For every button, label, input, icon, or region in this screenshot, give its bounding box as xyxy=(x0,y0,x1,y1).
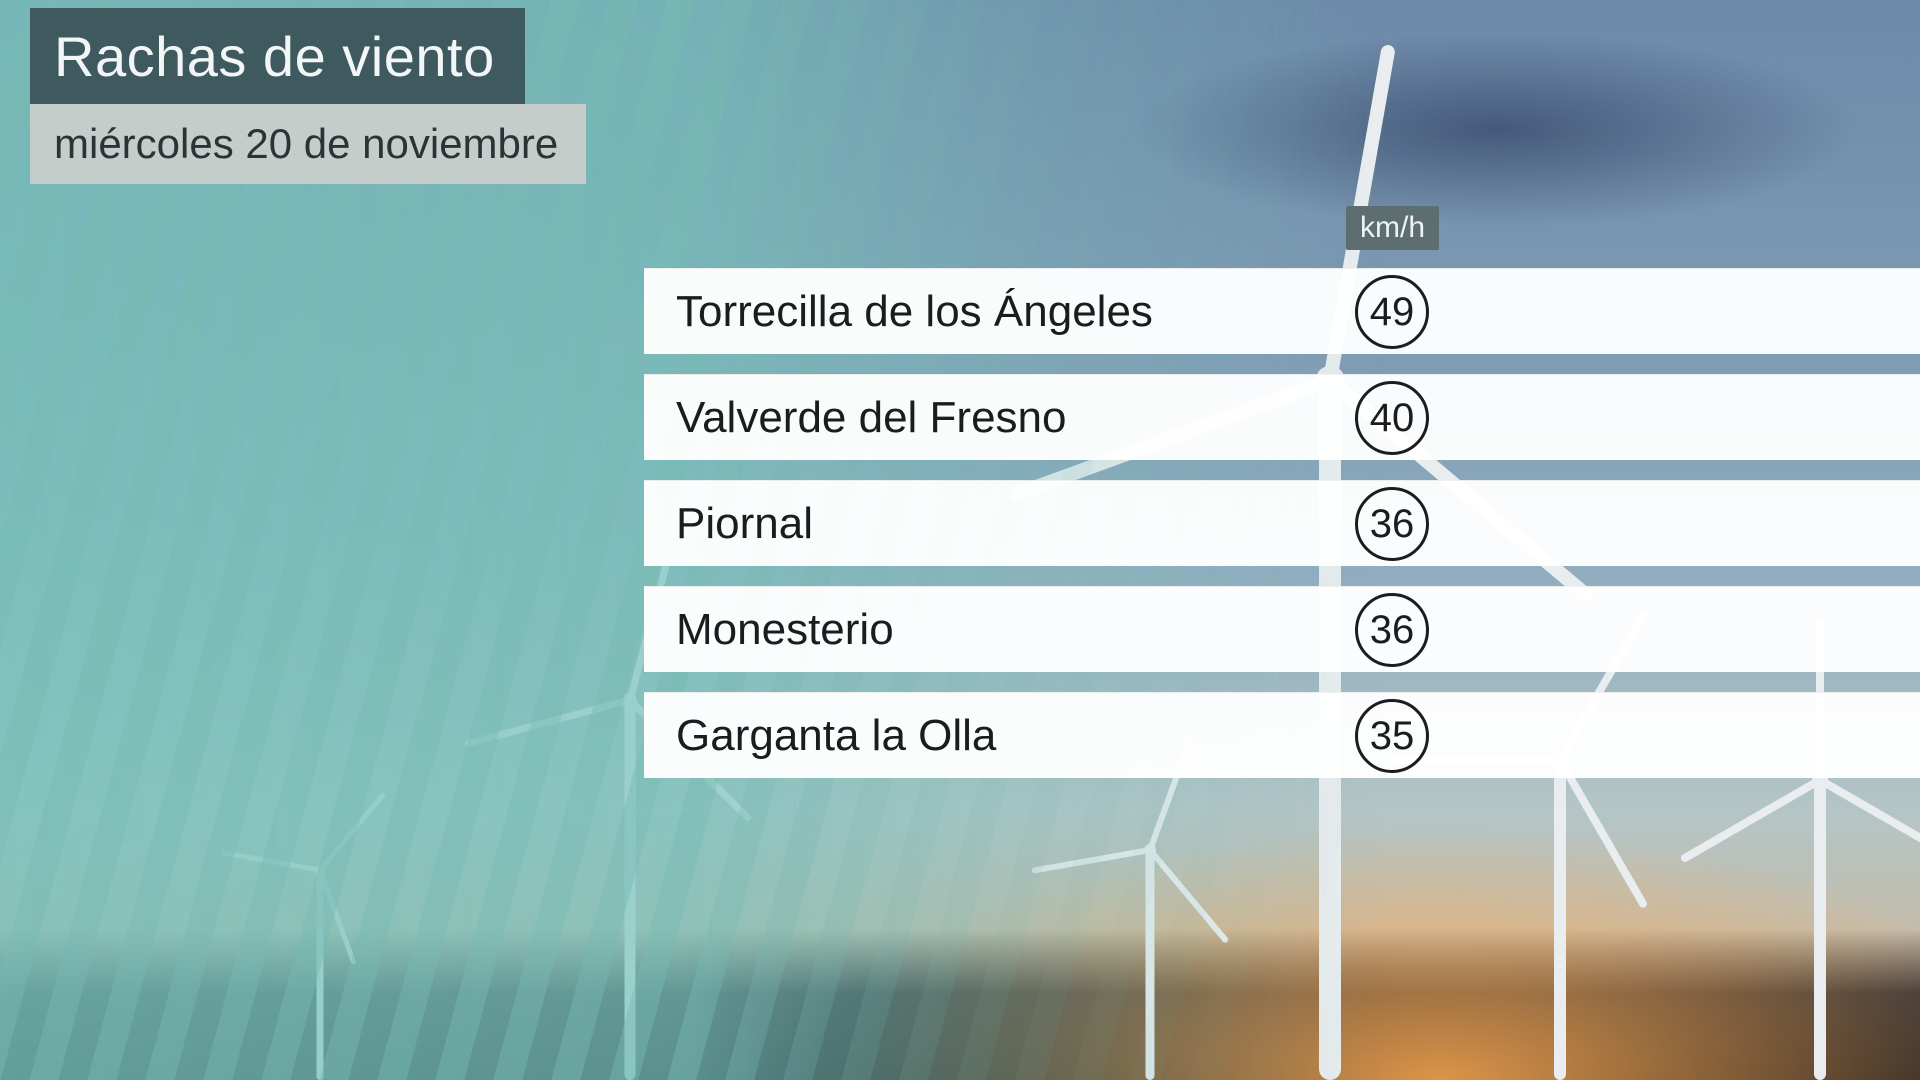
data-rows: Torrecilla de los Ángeles 49 Valverde del … xyxy=(644,268,1920,798)
title-card: Rachas de viento xyxy=(30,8,525,104)
table-row: Garganta la Olla 35 xyxy=(644,692,1920,778)
unit-badge: km/h xyxy=(1346,206,1439,250)
value-badge: 40 xyxy=(1355,381,1429,455)
table-row: Torrecilla de los Ángeles 49 xyxy=(644,268,1920,354)
value-badge: 35 xyxy=(1355,699,1429,773)
location-label: Garganta la Olla xyxy=(676,711,996,761)
location-label: Monesterio xyxy=(676,605,894,655)
table-row: Monesterio 36 xyxy=(644,586,1920,672)
location-label: Valverde del Fresno xyxy=(676,393,1067,443)
date-text: miércoles 20 de noviembre xyxy=(54,120,558,168)
table-row: Piornal 36 xyxy=(644,480,1920,566)
date-card: miércoles 20 de noviembre xyxy=(30,104,586,184)
unit-label: km/h xyxy=(1360,211,1425,245)
value-badge: 36 xyxy=(1355,487,1429,561)
location-label: Torrecilla de los Ángeles xyxy=(676,287,1153,337)
value-badge: 49 xyxy=(1355,275,1429,349)
title-text: Rachas de viento xyxy=(54,24,495,89)
location-label: Piornal xyxy=(676,499,813,549)
value-badge: 36 xyxy=(1355,593,1429,667)
table-row: Valverde del Fresno 40 xyxy=(644,374,1920,460)
